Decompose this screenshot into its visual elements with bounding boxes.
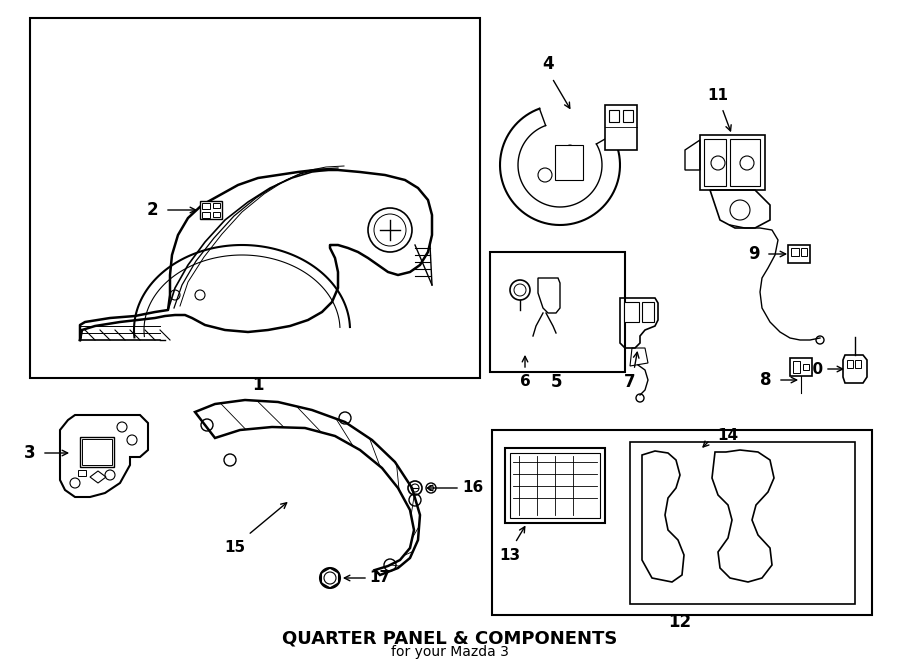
Bar [609, 110, 619, 122]
Bar [202, 203, 210, 209]
Bar [803, 364, 809, 370]
Text: 6: 6 [519, 375, 530, 389]
Text: 2: 2 [146, 201, 158, 219]
Bar [510, 453, 600, 518]
Bar [505, 448, 605, 523]
Bar [801, 248, 807, 256]
Text: 10: 10 [803, 362, 824, 377]
Bar [82, 439, 112, 465]
Text: 3: 3 [24, 444, 36, 462]
Bar [700, 135, 765, 190]
Text: for your Mazda 3: for your Mazda 3 [392, 645, 508, 659]
Bar [555, 145, 583, 180]
Bar [642, 302, 654, 322]
Bar [605, 105, 637, 150]
Bar [704, 139, 726, 186]
Text: 17: 17 [369, 570, 391, 586]
Text: 5: 5 [551, 373, 562, 391]
Text: 9: 9 [748, 245, 760, 263]
Text: 13: 13 [500, 547, 520, 563]
Bar [492, 430, 872, 615]
Text: 12: 12 [669, 613, 691, 631]
Bar [855, 360, 861, 368]
Text: 7: 7 [625, 373, 635, 391]
Text: QUARTER PANEL & COMPONENTS: QUARTER PANEL & COMPONENTS [283, 629, 617, 647]
Text: 15: 15 [224, 541, 246, 555]
Bar [30, 18, 480, 378]
Text: 14: 14 [717, 428, 739, 444]
Bar [213, 212, 220, 217]
Bar [200, 201, 222, 219]
Bar [213, 203, 220, 208]
Text: 16: 16 [463, 481, 483, 496]
Bar [788, 245, 810, 263]
Bar [624, 302, 639, 322]
Text: 1: 1 [252, 376, 264, 394]
Bar [847, 360, 853, 368]
Bar [78, 470, 86, 476]
Bar [490, 252, 625, 372]
Bar [80, 437, 114, 467]
Bar [791, 248, 799, 256]
Bar [730, 139, 760, 186]
Bar [623, 110, 633, 122]
Bar [630, 442, 855, 604]
Text: 4: 4 [542, 55, 554, 73]
Bar [793, 361, 800, 373]
Bar [790, 358, 812, 376]
Text: 8: 8 [760, 371, 772, 389]
Text: 11: 11 [707, 89, 728, 104]
Bar [202, 212, 210, 218]
